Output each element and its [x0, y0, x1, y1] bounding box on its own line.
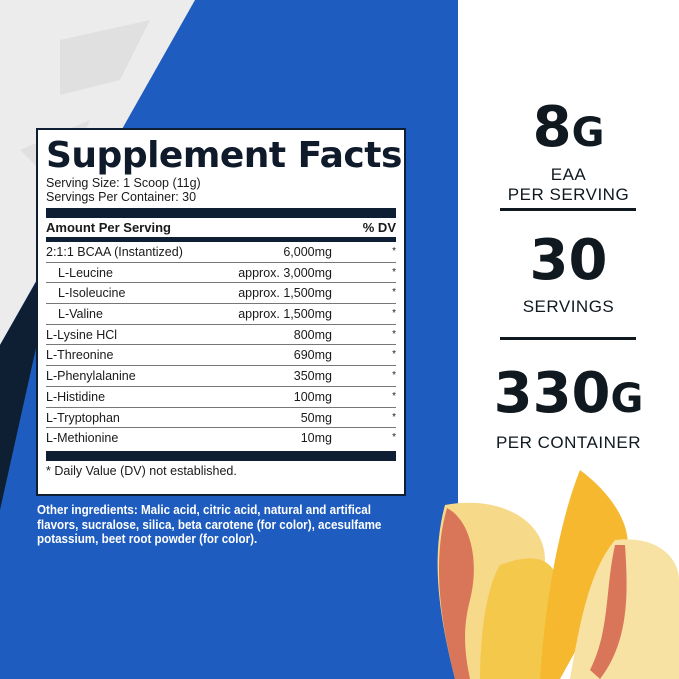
nutrient-dv: *	[392, 432, 396, 444]
divider	[500, 208, 636, 211]
stat-caption: EAA	[550, 165, 587, 184]
nutrient-row: L-Threonine 690mg *	[46, 345, 396, 367]
table-header: Amount Per Serving % DV	[46, 218, 396, 237]
supplement-facts-panel: Supplement Facts Serving Size: 1 Scoop (…	[36, 128, 406, 496]
nutrient-amount: approx. 1,500mg	[238, 286, 332, 301]
nutrient-name: L-Methionine	[46, 431, 119, 446]
nutrient-row: L-Tryptophan 50mg *	[46, 408, 396, 429]
nutrient-name: L-Histidine	[46, 389, 106, 404]
nutrient-amount: 350mg	[293, 369, 332, 384]
nutrient-dv: *	[392, 411, 396, 423]
nutrient-name: 2:1:1 BCAA (Instantized)	[46, 245, 183, 259]
nutrient-amount: approx. 3,000mg	[238, 265, 332, 280]
nutrient-name: L-Leucine	[58, 265, 113, 280]
stat-value: 330	[493, 361, 611, 426]
stat-value: 30	[529, 228, 608, 293]
stat-caption: PER CONTAINER	[495, 433, 642, 452]
nutrient-amount: 10mg	[300, 431, 332, 446]
nutrient-row: L-Methionine 10mg *	[46, 428, 396, 449]
nutrient-row: L-Lysine HCl 800mg *	[46, 325, 396, 346]
nutrient-name: L-Threonine	[46, 348, 114, 363]
nutrient-amount: 690mg	[293, 348, 332, 363]
nutrient-amount: 800mg	[293, 327, 332, 342]
nutrient-dv: *	[392, 328, 396, 340]
nutrient-name: L-Lysine HCl	[46, 327, 118, 342]
stat-servings: 30 SERVINGS	[458, 233, 679, 317]
nutrient-name: L-Valine	[58, 307, 103, 322]
divider-medium	[46, 237, 396, 242]
stat-value: 8	[532, 95, 572, 160]
nutrient-name: L-Tryptophan	[46, 410, 120, 425]
stat-unit: G	[571, 110, 605, 156]
nutrient-amount: 50mg	[300, 410, 332, 425]
nutrient-name: L-Isoleucine	[58, 286, 126, 301]
label-title: Supplement Facts	[46, 135, 402, 176]
stat-caption: PER SERVING	[507, 185, 630, 204]
nutrient-amount: approx. 1,500mg	[238, 307, 332, 322]
nutrient-dv: *	[392, 349, 396, 361]
nutrient-dv: *	[392, 370, 396, 382]
footnote: * Daily Value (DV) not established.	[46, 463, 237, 478]
nutrient-row: 2:1:1 BCAA (Instantized) 6,000mg *	[46, 242, 396, 263]
nutrient-row: L-Histidine 100mg *	[46, 387, 396, 408]
nutrient-row: L-Phenylalanine 350mg *	[46, 366, 396, 387]
divider-thick	[46, 450, 396, 461]
nutrient-row: L-Valine approx. 1,500mg *	[46, 304, 396, 325]
nutrient-dv: *	[392, 287, 396, 299]
other-ingredients: Other ingredients: Malic acid, citric ac…	[37, 503, 382, 546]
nutrient-dv: *	[392, 390, 396, 402]
nutrient-dv: *	[392, 246, 396, 257]
servings-per-container: Servings Per Container: 30	[46, 190, 197, 204]
nutrient-name: L-Phenylalanine	[46, 369, 136, 384]
divider-thick	[46, 208, 396, 218]
divider	[500, 337, 636, 340]
serving-size: Serving Size: 1 Scoop (11g)	[46, 176, 201, 190]
nutrient-dv: *	[392, 266, 396, 278]
nutrient-row: L-Isoleucine approx. 1,500mg *	[46, 283, 396, 305]
fruit-illustration	[437, 470, 679, 679]
nutrient-row: L-Leucine approx. 3,000mg *	[46, 263, 396, 284]
dv-header: % DV	[362, 220, 396, 235]
nutrient-amount: 6,000mg	[283, 245, 332, 259]
stat-caption: SERVINGS	[522, 297, 615, 316]
amount-header: Amount Per Serving	[46, 220, 171, 235]
nutrient-amount: 100mg	[293, 389, 332, 404]
nutrient-dv: *	[392, 308, 396, 320]
stat-unit: G	[610, 376, 644, 422]
nutrient-table: 2:1:1 BCAA (Instantized) 6,000mg * L-Leucin…	[46, 242, 396, 449]
stat-eaa: 8G EAA PER SERVING	[458, 100, 679, 205]
stat-container: 330G PER CONTAINER	[458, 366, 679, 453]
